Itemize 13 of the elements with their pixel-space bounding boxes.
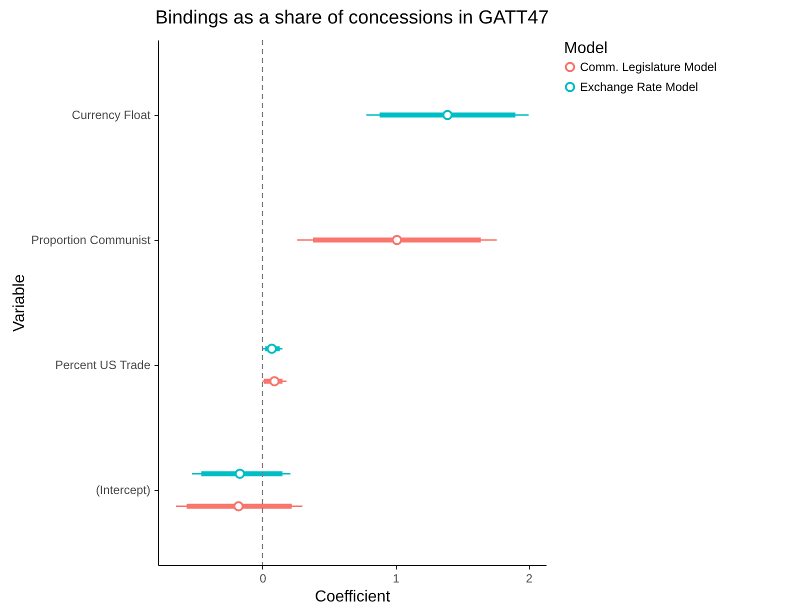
y-tick-label: Proportion Communist <box>31 233 152 247</box>
y-tick-label: Currency Float <box>72 108 152 122</box>
legend-label: Comm. Legislature Model <box>580 60 717 74</box>
y-axis-title: Variable <box>11 274 28 332</box>
legend-label: Exchange Rate Model <box>580 80 698 94</box>
y-tick-label: (Intercept) <box>96 483 150 497</box>
chart-title: Bindings as a share of concessions in GATT47 <box>155 7 549 28</box>
x-tick-label: 0 <box>260 572 267 586</box>
x-tick-label: 2 <box>526 572 533 586</box>
legend-title: Model <box>564 40 608 57</box>
x-tick-label: 1 <box>392 572 400 586</box>
y-tick-label: Percent US Trade <box>55 358 151 372</box>
x-axis-title: Coefficient <box>314 588 391 606</box>
